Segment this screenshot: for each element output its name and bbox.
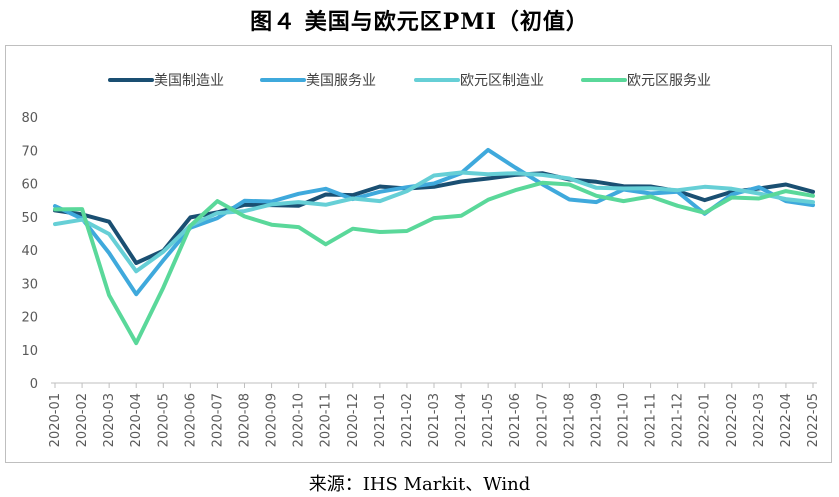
x-tick-label: 2020-12 xyxy=(346,393,361,447)
x-tick-label: 2020-03 xyxy=(102,393,117,447)
y-tick-label: 20 xyxy=(21,311,38,326)
y-tick-label: 0 xyxy=(30,377,38,392)
legend-label-1: 美国服务业 xyxy=(306,73,376,89)
chart-title: 图４ 美国与欧元区PMI（初值） xyxy=(250,9,589,35)
series-line-2 xyxy=(53,170,815,274)
source-note: 来源：IHS Markit、Wind xyxy=(308,474,531,495)
legend-label-2: 欧元区制造业 xyxy=(460,73,544,89)
x-tick-label: 2022-04 xyxy=(779,393,794,447)
series-lines xyxy=(53,147,815,346)
chart-frame xyxy=(5,45,832,463)
x-tick-label: 2022-05 xyxy=(806,393,821,447)
series-line-3 xyxy=(53,180,815,346)
series-line-1 xyxy=(53,147,815,297)
x-axis: 2020-01 2020-02 2020-03 2020-04 2020-05 2020-… xyxy=(48,382,821,447)
x-tick-label: 2021-01 xyxy=(373,393,388,447)
x-tick-label: 2020-01 xyxy=(48,393,63,447)
y-tick-label: 50 xyxy=(21,211,38,226)
x-tick-label: 2021-06 xyxy=(508,393,523,447)
legend-label-3: 欧元区服务业 xyxy=(627,73,711,89)
x-tick-label: 2020-10 xyxy=(292,393,307,447)
x-tick-label: 2020-05 xyxy=(156,393,171,447)
y-tick-label: 30 xyxy=(21,277,38,292)
series-line-0 xyxy=(53,171,815,265)
x-tick-label: 2020-06 xyxy=(183,393,198,447)
x-tick-label: 2021-04 xyxy=(454,393,469,447)
y-tick-label: 80 xyxy=(21,111,38,126)
x-tick-label: 2021-07 xyxy=(535,393,550,447)
x-tick-label: 2021-12 xyxy=(671,393,686,447)
legend: 美国制造业 美国服务业 欧元区制造业 欧元区服务业 xyxy=(108,73,711,89)
x-tick-label: 2022-01 xyxy=(698,393,713,447)
x-tick-label: 2020-09 xyxy=(265,393,280,447)
x-tick-label: 2022-02 xyxy=(725,393,740,447)
y-axis: 0 10 20 30 40 50 60 70 80 xyxy=(21,111,38,392)
x-tick-label: 2021-08 xyxy=(562,393,577,447)
x-tick-label: 2022-03 xyxy=(752,393,767,447)
y-tick-label: 60 xyxy=(21,178,38,193)
x-tick-label: 2021-02 xyxy=(400,393,415,447)
x-tick-label: 2021-10 xyxy=(617,393,632,447)
x-tick-label: 2021-11 xyxy=(644,393,659,447)
y-tick-label: 70 xyxy=(21,144,38,159)
x-tick-label: 2020-08 xyxy=(238,393,253,447)
x-tick-label: 2020-07 xyxy=(210,393,225,447)
x-tick-label: 2021-09 xyxy=(589,393,604,447)
x-tick-label: 2021-03 xyxy=(427,393,442,447)
y-tick-label: 10 xyxy=(21,344,38,359)
x-tick-label: 2020-02 xyxy=(75,393,90,447)
legend-label-0: 美国制造业 xyxy=(154,73,224,89)
x-tick-label: 2020-11 xyxy=(319,393,334,447)
x-tick-label: 2021-05 xyxy=(481,393,496,447)
y-tick-label: 40 xyxy=(21,244,38,259)
x-tick-label: 2020-04 xyxy=(129,393,144,447)
